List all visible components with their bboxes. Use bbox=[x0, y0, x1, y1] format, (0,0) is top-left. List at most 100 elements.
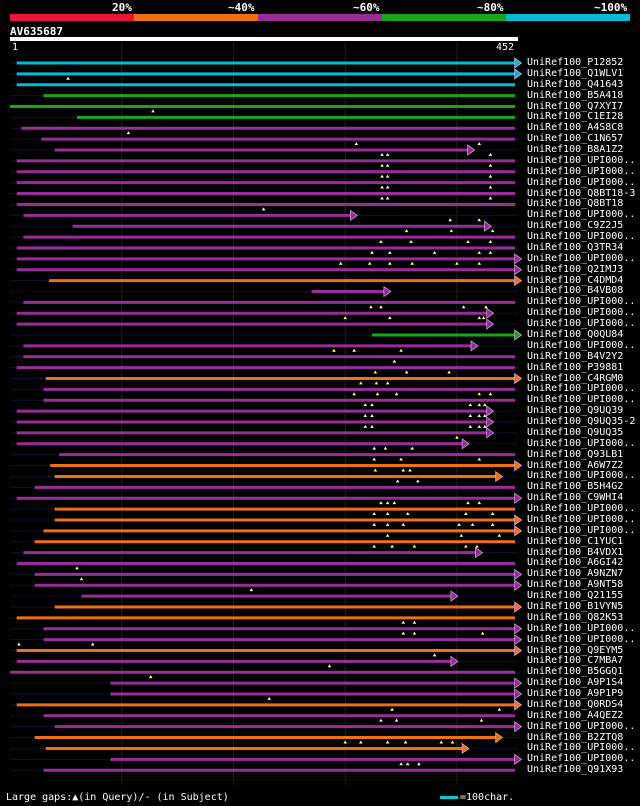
hit-label[interactable]: UniRef100_Q82K53 bbox=[527, 611, 624, 623]
hit-track[interactable] bbox=[10, 468, 518, 483]
hit-label[interactable]: UniRef100_UPI000.. bbox=[527, 524, 636, 536]
hit-label[interactable]: UniRef100_UPI000.. bbox=[527, 318, 636, 330]
hit-track[interactable] bbox=[10, 424, 518, 439]
hit-track[interactable] bbox=[10, 229, 518, 239]
hit-label[interactable]: UniRef100_A9NZN7 bbox=[527, 568, 624, 580]
hit-label[interactable]: UniRef100_B2ZTQ8 bbox=[527, 731, 624, 743]
hit-label[interactable]: UniRef100_UPI000.. bbox=[527, 252, 636, 264]
hit-track[interactable] bbox=[10, 511, 523, 526]
hit-label[interactable]: UniRef100_A4S8C8 bbox=[527, 122, 624, 134]
hit-track[interactable] bbox=[10, 196, 518, 206]
hit-label[interactable]: UniRef100_UPI000.. bbox=[527, 742, 636, 754]
hit-track[interactable] bbox=[10, 76, 518, 87]
hit-label[interactable]: UniRef100_A9P1S4 bbox=[527, 677, 624, 689]
hit-track[interactable] bbox=[10, 174, 518, 185]
hit-label[interactable]: UniRef100_B5GGQ1 bbox=[527, 666, 624, 678]
hit-label[interactable]: UniRef100_Q9UQ35-2 bbox=[527, 416, 636, 428]
hit-track[interactable] bbox=[10, 392, 518, 402]
hit-track[interactable] bbox=[10, 381, 518, 391]
hit-track[interactable] bbox=[10, 305, 518, 319]
hit-track[interactable] bbox=[10, 163, 518, 174]
hit-track[interactable] bbox=[10, 731, 518, 744]
hit-label[interactable]: UniRef100_Q7XYI7 bbox=[527, 100, 624, 112]
hit-label[interactable]: UniRef100_Q9UQ35 bbox=[527, 426, 624, 438]
hit-track[interactable] bbox=[10, 275, 523, 287]
hit-label[interactable]: UniRef100_B4VB08 bbox=[527, 285, 624, 297]
hit-label[interactable]: UniRef100_UPI000.. bbox=[527, 307, 636, 319]
hit-label[interactable]: UniRef100_UPI000.. bbox=[527, 503, 636, 515]
hit-track[interactable] bbox=[10, 414, 518, 428]
hit-label[interactable]: UniRef100_Q3TR34 bbox=[527, 241, 624, 253]
hit-label[interactable]: UniRef100_A9P1P9 bbox=[527, 688, 624, 700]
hit-label[interactable]: UniRef100_UPI000.. bbox=[527, 165, 636, 177]
hit-label[interactable]: UniRef100_Q9UQ39 bbox=[527, 405, 624, 417]
hit-label[interactable]: UniRef100_Q2IMJ3 bbox=[527, 263, 624, 275]
hit-label[interactable]: UniRef100_P12852 bbox=[527, 57, 624, 68]
hit-track[interactable] bbox=[10, 479, 518, 489]
hit-label[interactable]: UniRef100_P39881 bbox=[527, 361, 624, 373]
hit-label[interactable]: UniRef100_Q8BT18 bbox=[527, 198, 624, 210]
hit-label[interactable]: UniRef100_UPI000.. bbox=[527, 209, 636, 221]
hit-label[interactable]: UniRef100_UPI000.. bbox=[527, 394, 636, 406]
hit-label[interactable]: UniRef100_Q0QU84 bbox=[527, 329, 624, 340]
hit-track[interactable] bbox=[10, 620, 523, 635]
hit-track[interactable] bbox=[10, 152, 518, 163]
hit-label[interactable]: UniRef100_UPI000.. bbox=[527, 633, 636, 645]
hit-label[interactable]: UniRef100_A9NT58 bbox=[527, 579, 624, 591]
hit-label[interactable]: UniRef100_C4RGM0 bbox=[527, 372, 624, 384]
hit-track[interactable] bbox=[10, 207, 518, 221]
hit-label[interactable]: UniRef100_Q9EYM5 bbox=[527, 644, 624, 656]
hit-label[interactable]: UniRef100_B1VYN5 bbox=[527, 601, 624, 612]
hit-label[interactable]: UniRef100_B4V2Y2 bbox=[527, 350, 624, 362]
hit-track[interactable] bbox=[10, 577, 523, 591]
hit-track[interactable] bbox=[10, 522, 523, 537]
hit-track[interactable] bbox=[10, 446, 518, 457]
hit-track[interactable] bbox=[10, 740, 518, 755]
hit-label[interactable]: UniRef100_Q41643 bbox=[527, 78, 624, 90]
hit-label[interactable]: UniRef100_C1YUC1 bbox=[527, 535, 624, 547]
hit-label[interactable]: UniRef100_UPI000.. bbox=[527, 339, 636, 351]
hit-track[interactable] bbox=[10, 642, 523, 657]
hit-track[interactable] bbox=[10, 653, 518, 667]
hit-track[interactable] bbox=[10, 185, 518, 196]
hit-track[interactable] bbox=[10, 403, 518, 417]
hit-track[interactable] bbox=[10, 688, 523, 700]
hit-track[interactable] bbox=[10, 261, 523, 276]
hit-track[interactable] bbox=[10, 340, 518, 352]
hit-label[interactable]: UniRef100_C7MBA7 bbox=[527, 655, 624, 667]
hit-label[interactable]: UniRef100_UPI000.. bbox=[527, 437, 636, 449]
hit-track[interactable] bbox=[10, 370, 523, 385]
hit-track[interactable] bbox=[10, 675, 523, 689]
hit-label[interactable]: UniRef100_Q93LB1 bbox=[527, 448, 624, 460]
hit-track[interactable] bbox=[10, 348, 518, 359]
hit-label[interactable]: UniRef100_UPI000.. bbox=[527, 470, 636, 482]
hit-label[interactable]: UniRef100_UPI000.. bbox=[527, 513, 636, 525]
hit-track[interactable] bbox=[10, 664, 518, 674]
hit-track[interactable] bbox=[10, 601, 523, 613]
hit-track[interactable] bbox=[10, 285, 518, 298]
hit-label[interactable]: UniRef100_C9Z2J5 bbox=[527, 220, 624, 232]
hit-track[interactable] bbox=[10, 492, 523, 504]
hit-track[interactable] bbox=[10, 631, 523, 646]
hit-track[interactable] bbox=[10, 142, 518, 156]
hit-label[interactable]: UniRef100_UPI000.. bbox=[527, 296, 636, 308]
hit-label[interactable]: UniRef100_UPI000.. bbox=[527, 176, 636, 188]
hit-track[interactable] bbox=[10, 566, 523, 580]
hit-label[interactable]: UniRef100_B5A418 bbox=[527, 89, 624, 101]
hit-track[interactable] bbox=[10, 68, 523, 80]
hit-track[interactable] bbox=[10, 250, 523, 265]
hit-track[interactable] bbox=[10, 588, 518, 602]
hit-track[interactable] bbox=[10, 435, 518, 450]
hit-track[interactable] bbox=[10, 533, 518, 544]
hit-label[interactable]: UniRef100_A4QEZ2 bbox=[527, 709, 624, 721]
hit-track[interactable] bbox=[10, 239, 518, 250]
hit-track[interactable] bbox=[10, 57, 523, 69]
hit-label[interactable]: UniRef100_Q21155 bbox=[527, 590, 624, 602]
hit-track[interactable] bbox=[10, 329, 523, 341]
hit-track[interactable] bbox=[10, 457, 523, 472]
hit-label[interactable]: UniRef100_UPI000.. bbox=[527, 383, 636, 395]
hit-label[interactable]: UniRef100_A6GI42 bbox=[527, 557, 624, 569]
hit-track[interactable] bbox=[10, 753, 523, 765]
hit-label[interactable]: UniRef100_C4DMD4 bbox=[527, 274, 624, 286]
hit-track[interactable] bbox=[10, 696, 523, 711]
